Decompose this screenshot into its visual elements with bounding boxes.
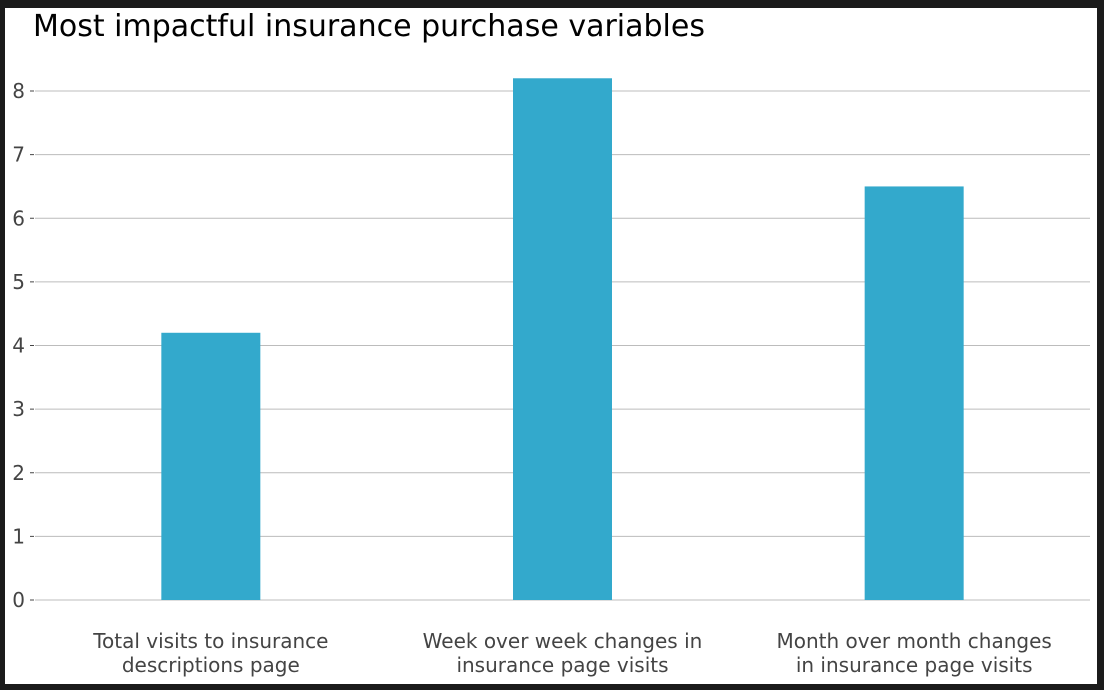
- bar: [513, 78, 612, 600]
- bar: [161, 332, 261, 600]
- x-axis-category-labels: Total visits to insurance descriptions pa…: [92, 629, 1052, 677]
- y-tick-label: 4: [12, 334, 25, 358]
- y-tick-label: 3: [12, 397, 25, 421]
- x-category-label-line: in insurance page visits: [796, 653, 1033, 677]
- y-tick-label: 5: [12, 270, 25, 294]
- x-category-label: Month over month changes in insurance pag…: [777, 629, 1052, 677]
- x-category-label: Week over week changes in insurance page …: [423, 629, 703, 677]
- bars: [161, 78, 964, 600]
- y-tick-label: 6: [12, 206, 25, 230]
- y-tick-label: 1: [12, 524, 25, 548]
- x-category-label-line: Month over month changes: [777, 629, 1052, 653]
- x-category-label-line: descriptions page: [122, 653, 300, 677]
- y-tick-label: 7: [12, 143, 25, 167]
- y-tick-label: 8: [12, 79, 25, 103]
- x-category-label-line: Total visits to insurance: [92, 629, 328, 653]
- x-category-label: Total visits to insurance descriptions pa…: [92, 629, 328, 677]
- y-axis-ticks: 0 1 2 3 4 5 6 7 8: [12, 79, 34, 612]
- x-category-label-line: insurance page visits: [456, 653, 668, 677]
- y-tick-label: 2: [12, 461, 25, 485]
- chart-title: Most impactful insurance purchase variab…: [33, 9, 705, 44]
- bar-chart: 0 1 2 3 4 5 6 7 8 Total visits to insurance descr…: [12, 78, 1090, 677]
- bar: [864, 186, 964, 600]
- y-tick-label: 0: [12, 588, 25, 612]
- chart-frame: Most impactful insurance purchase variab…: [5, 8, 1097, 684]
- x-category-label-line: Week over week changes in: [423, 629, 703, 653]
